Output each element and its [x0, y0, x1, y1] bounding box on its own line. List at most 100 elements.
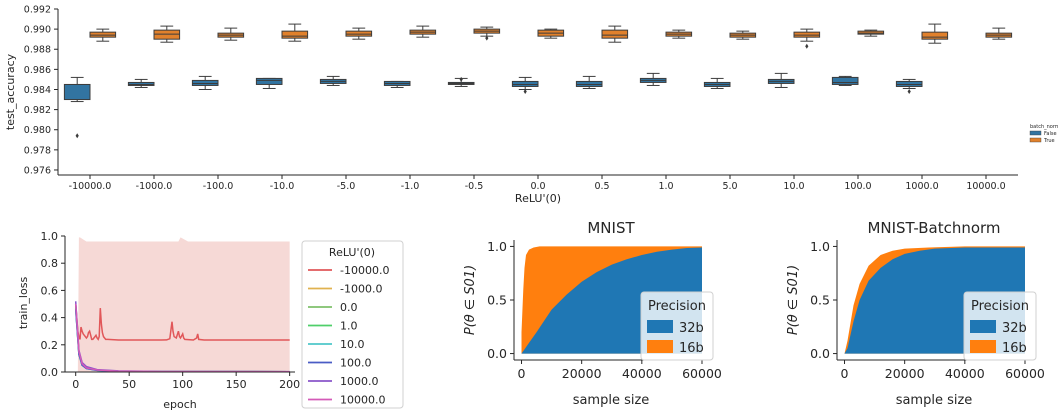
loss-legend: ReLU'(0) -10000.0 -1000.0 0.0 1.0 10.0 100.0 1…	[301, 240, 404, 409]
loss-y-tick-label: 0.2	[41, 339, 59, 352]
loss-legend-label: 0.0	[340, 301, 358, 314]
area-y-tick-label: 0.0	[487, 346, 507, 361]
loss-legend-label: -10000.0	[340, 264, 389, 277]
box-x-tick-label: 1.0	[658, 181, 673, 192]
box-y-tick-label: 0.984	[24, 85, 51, 96]
box-false	[191, 79, 219, 86]
area-legend-swatch-16b	[970, 340, 996, 353]
loss-legend-label: -1000.0	[340, 283, 382, 296]
area-x-tick-label: 60000	[682, 366, 722, 381]
area-x-tick-label: 20000	[885, 366, 925, 381]
box-legend-swatch-false	[1029, 130, 1042, 136]
box-x-tick-label: -0.5	[465, 181, 484, 192]
box-y-tick-label: 0.986	[24, 65, 51, 76]
loss-x-tick-label: 50	[122, 378, 136, 391]
area-y-tick-label: 1.0	[810, 239, 830, 254]
box-true	[793, 31, 821, 38]
area-y-label: P(θ ∈ S01)	[463, 265, 478, 335]
box-y-tick-label: 0.978	[24, 145, 51, 156]
loss-x-tick-label: 0	[72, 378, 79, 391]
box-legend-title: batch_norm	[1030, 124, 1058, 130]
box-x-tick-label: 100.0	[844, 181, 871, 192]
box-x-tick-label: -1.0	[401, 181, 420, 192]
area-x-tick-label: 0	[841, 366, 849, 381]
box-y-tick-label: 0.990	[24, 25, 51, 36]
loss-x-tick-label: 150	[226, 378, 247, 391]
box-y-tick-label: 0.976	[24, 165, 51, 176]
area-legend-swatch-32b	[647, 320, 673, 333]
area-x-label: sample size	[573, 393, 650, 408]
mnist-panel: 0.0 0.5 1.0 0 20000 40000 60000 MNIST sample siz…	[463, 219, 722, 408]
box-x-tick-label: -10.0	[270, 181, 295, 192]
loss-legend-title: ReLU'(0)	[329, 246, 375, 259]
box-legend-label-true: True	[1043, 138, 1055, 144]
area-title: MNIST-Batchnorm	[867, 219, 1000, 237]
box-true	[153, 29, 181, 40]
loss-x-label: epoch	[163, 398, 197, 411]
loss-legend-label: 1.0	[340, 320, 358, 333]
box-x-tick-label: 0.0	[530, 181, 545, 192]
area-legend-label-16b: 16b	[679, 341, 704, 356]
area-legend-title: Precision	[971, 299, 1029, 314]
loss-band-area	[77, 237, 290, 372]
box-x-tick-label: -5.0	[337, 181, 356, 192]
box-x-tick-label: -100.0	[203, 181, 234, 192]
loss-y-tick-label: 1.0	[41, 230, 59, 243]
box-x-tick-label: 1000.0	[905, 181, 938, 192]
box-x-tick-label: 10.0	[783, 181, 804, 192]
area-y-tick-label: 0.5	[810, 293, 830, 308]
loss-legend-label: 10000.0	[340, 394, 386, 407]
box-y-tick-label: 0.988	[24, 45, 51, 56]
box-true	[601, 29, 629, 39]
box-false	[895, 80, 923, 87]
area-legend-swatch-32b	[970, 320, 996, 333]
box-y-tick-label: 0.992	[24, 5, 51, 16]
loss-line	[74, 303, 290, 341]
loss-legend-label: 1000.0	[340, 375, 379, 388]
box-y-label: test_accuracy	[4, 53, 17, 130]
box-true	[281, 30, 309, 39]
loss-y-tick-label: 0.8	[41, 257, 59, 270]
mnist-batchnorm-panel: 0.0 0.5 1.0 0 20000 40000 60000 MNIST-Batchnorm…	[786, 219, 1045, 408]
box-outlier	[75, 133, 79, 139]
box-x-label: ReLU'(0)	[515, 192, 561, 205]
train-loss-panel: 0.0 0.2 0.4 0.6 0.8 1.0 0 50 100 150 200 train_lo…	[17, 230, 404, 411]
box-y-tick-label: 0.980	[24, 125, 51, 136]
box-true	[89, 31, 117, 38]
loss-y-tick-label: 0.0	[41, 366, 59, 379]
loss-legend-label: 10.0	[340, 338, 365, 351]
loss-y-label: train_loss	[17, 277, 30, 330]
box-outlier	[907, 88, 911, 94]
box-x-tick-label: 5.0	[722, 181, 737, 192]
area-x-tick-label: 60000	[1005, 366, 1045, 381]
loss-legend-frame	[301, 240, 404, 409]
area-legend-label-16b: 16b	[1002, 341, 1027, 356]
area-y-label: P(θ ∈ S01)	[786, 265, 801, 335]
loss-y-tick-label: 0.6	[41, 284, 59, 297]
area-x-tick-label: 0	[518, 366, 526, 381]
area-legend-label-32b: 32b	[1002, 321, 1027, 336]
box-false	[575, 80, 603, 87]
area-y-tick-label: 1.0	[487, 239, 507, 254]
area-title: MNIST	[587, 219, 635, 237]
box-true	[921, 31, 949, 40]
box-true	[857, 30, 885, 35]
box-outlier	[805, 43, 809, 49]
box-false	[831, 76, 859, 85]
area-legend-swatch-16b	[647, 340, 673, 353]
area-x-tick-label: 20000	[562, 366, 602, 381]
area-y-tick-label: 0.5	[487, 293, 507, 308]
box-outlier	[459, 76, 463, 82]
box-legend-swatch-true	[1029, 137, 1042, 143]
loss-x-tick-label: 100	[172, 378, 193, 391]
box-y-tick-label: 0.982	[24, 105, 51, 116]
box-legend-label-false: False	[1044, 131, 1057, 137]
box-outlier	[523, 88, 527, 94]
loss-legend-label: 100.0	[340, 357, 372, 370]
loss-y-tick-label: 0.4	[41, 312, 59, 325]
box-outlier	[485, 35, 489, 41]
loss-x-tick-label: 200	[279, 378, 300, 391]
box-plot-panel: 0.976 0.978 0.980 0.982 0.984 0.986 0.988 0.990…	[4, 5, 1058, 206]
box-x-tick-label: -1000.0	[136, 181, 173, 192]
